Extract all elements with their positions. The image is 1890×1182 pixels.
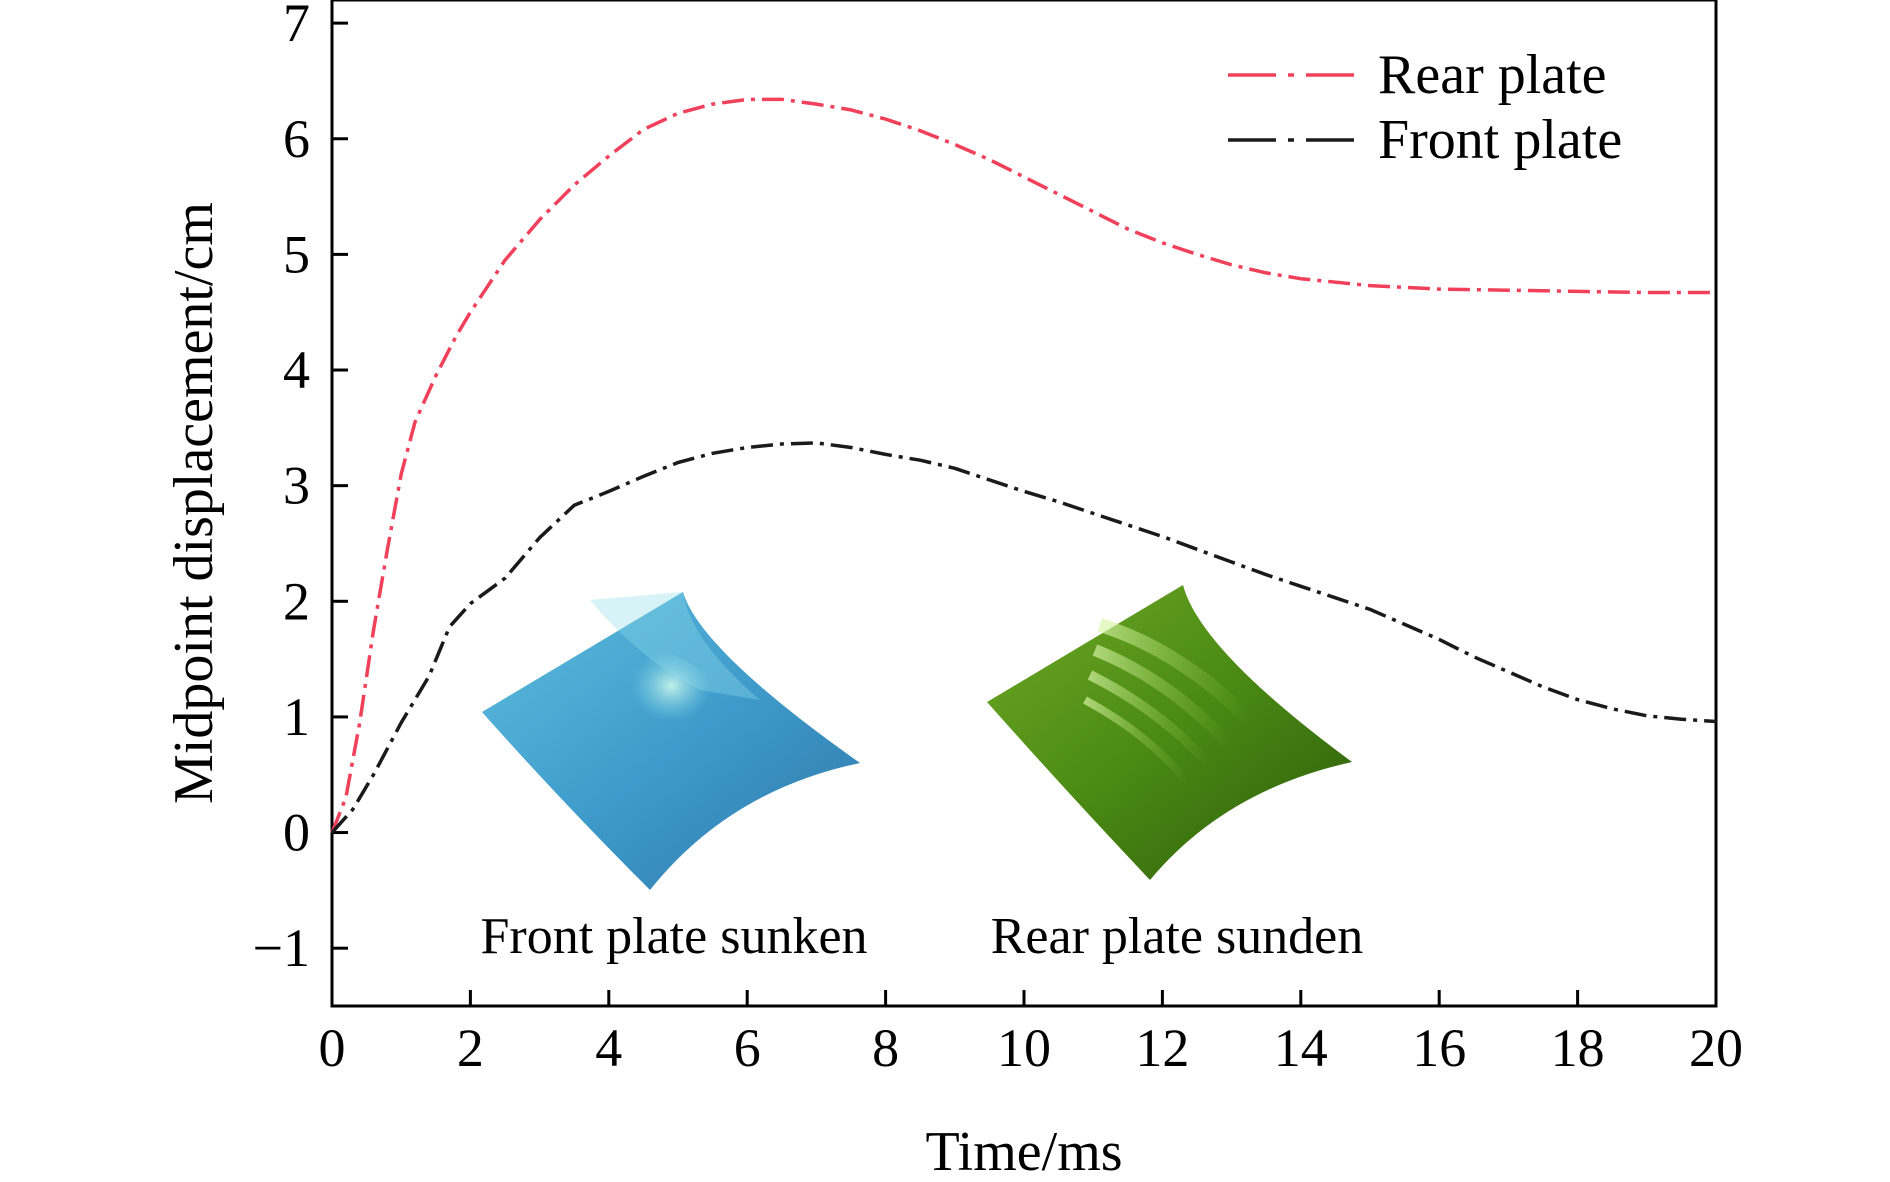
x-tick-label: 12 xyxy=(1135,1018,1189,1078)
x-tick-label: 10 xyxy=(997,1018,1051,1078)
x-tick-label: 14 xyxy=(1274,1018,1328,1078)
annotation-front-plate-sunken: Front plate sunken xyxy=(480,908,867,965)
y-axis: −1 0 1 2 3 4 5 6 7 xyxy=(253,0,348,978)
y-tick-label: −1 xyxy=(253,918,310,978)
x-tick-label: 8 xyxy=(872,1018,899,1078)
series-line-rear-plate xyxy=(330,97,1716,834)
y-tick-label: 6 xyxy=(283,109,310,169)
x-tick-label: 18 xyxy=(1551,1018,1605,1078)
legend-label-rear-plate: Rear plate xyxy=(1378,44,1607,106)
rear-plate-inset xyxy=(987,585,1352,880)
y-tick-label: 1 xyxy=(283,687,310,747)
y-tick-label: 7 xyxy=(283,0,310,53)
y-tick-label: 3 xyxy=(283,456,310,516)
y-axis-title: Midpoint displacement/cm xyxy=(163,202,225,804)
x-tick-label: 2 xyxy=(457,1018,484,1078)
legend-label-front-plate: Front plate xyxy=(1378,109,1622,171)
y-tick-label: 5 xyxy=(283,224,310,284)
annotation-rear-plate-sunden: Rear plate sunden xyxy=(991,908,1364,965)
series-layer xyxy=(330,97,1717,834)
x-axis: 0 2 4 6 8 10 12 14 16 18 20 xyxy=(319,990,1743,1078)
x-tick-label: 4 xyxy=(595,1018,622,1078)
x-tick-label: 16 xyxy=(1412,1018,1466,1078)
front-plate-inset xyxy=(482,592,860,890)
x-axis-title: Time/ms xyxy=(925,1121,1122,1182)
x-tick-label: 0 xyxy=(319,1018,346,1078)
y-tick-label: 4 xyxy=(283,340,310,400)
x-tick-label: 6 xyxy=(734,1018,761,1078)
legend: Rear plate Front plate xyxy=(1228,44,1622,171)
y-tick-label: 0 xyxy=(283,803,310,863)
y-tick-label: 2 xyxy=(283,571,310,631)
x-tick-label: 20 xyxy=(1689,1018,1743,1078)
series-line-front-plate xyxy=(330,441,1717,834)
